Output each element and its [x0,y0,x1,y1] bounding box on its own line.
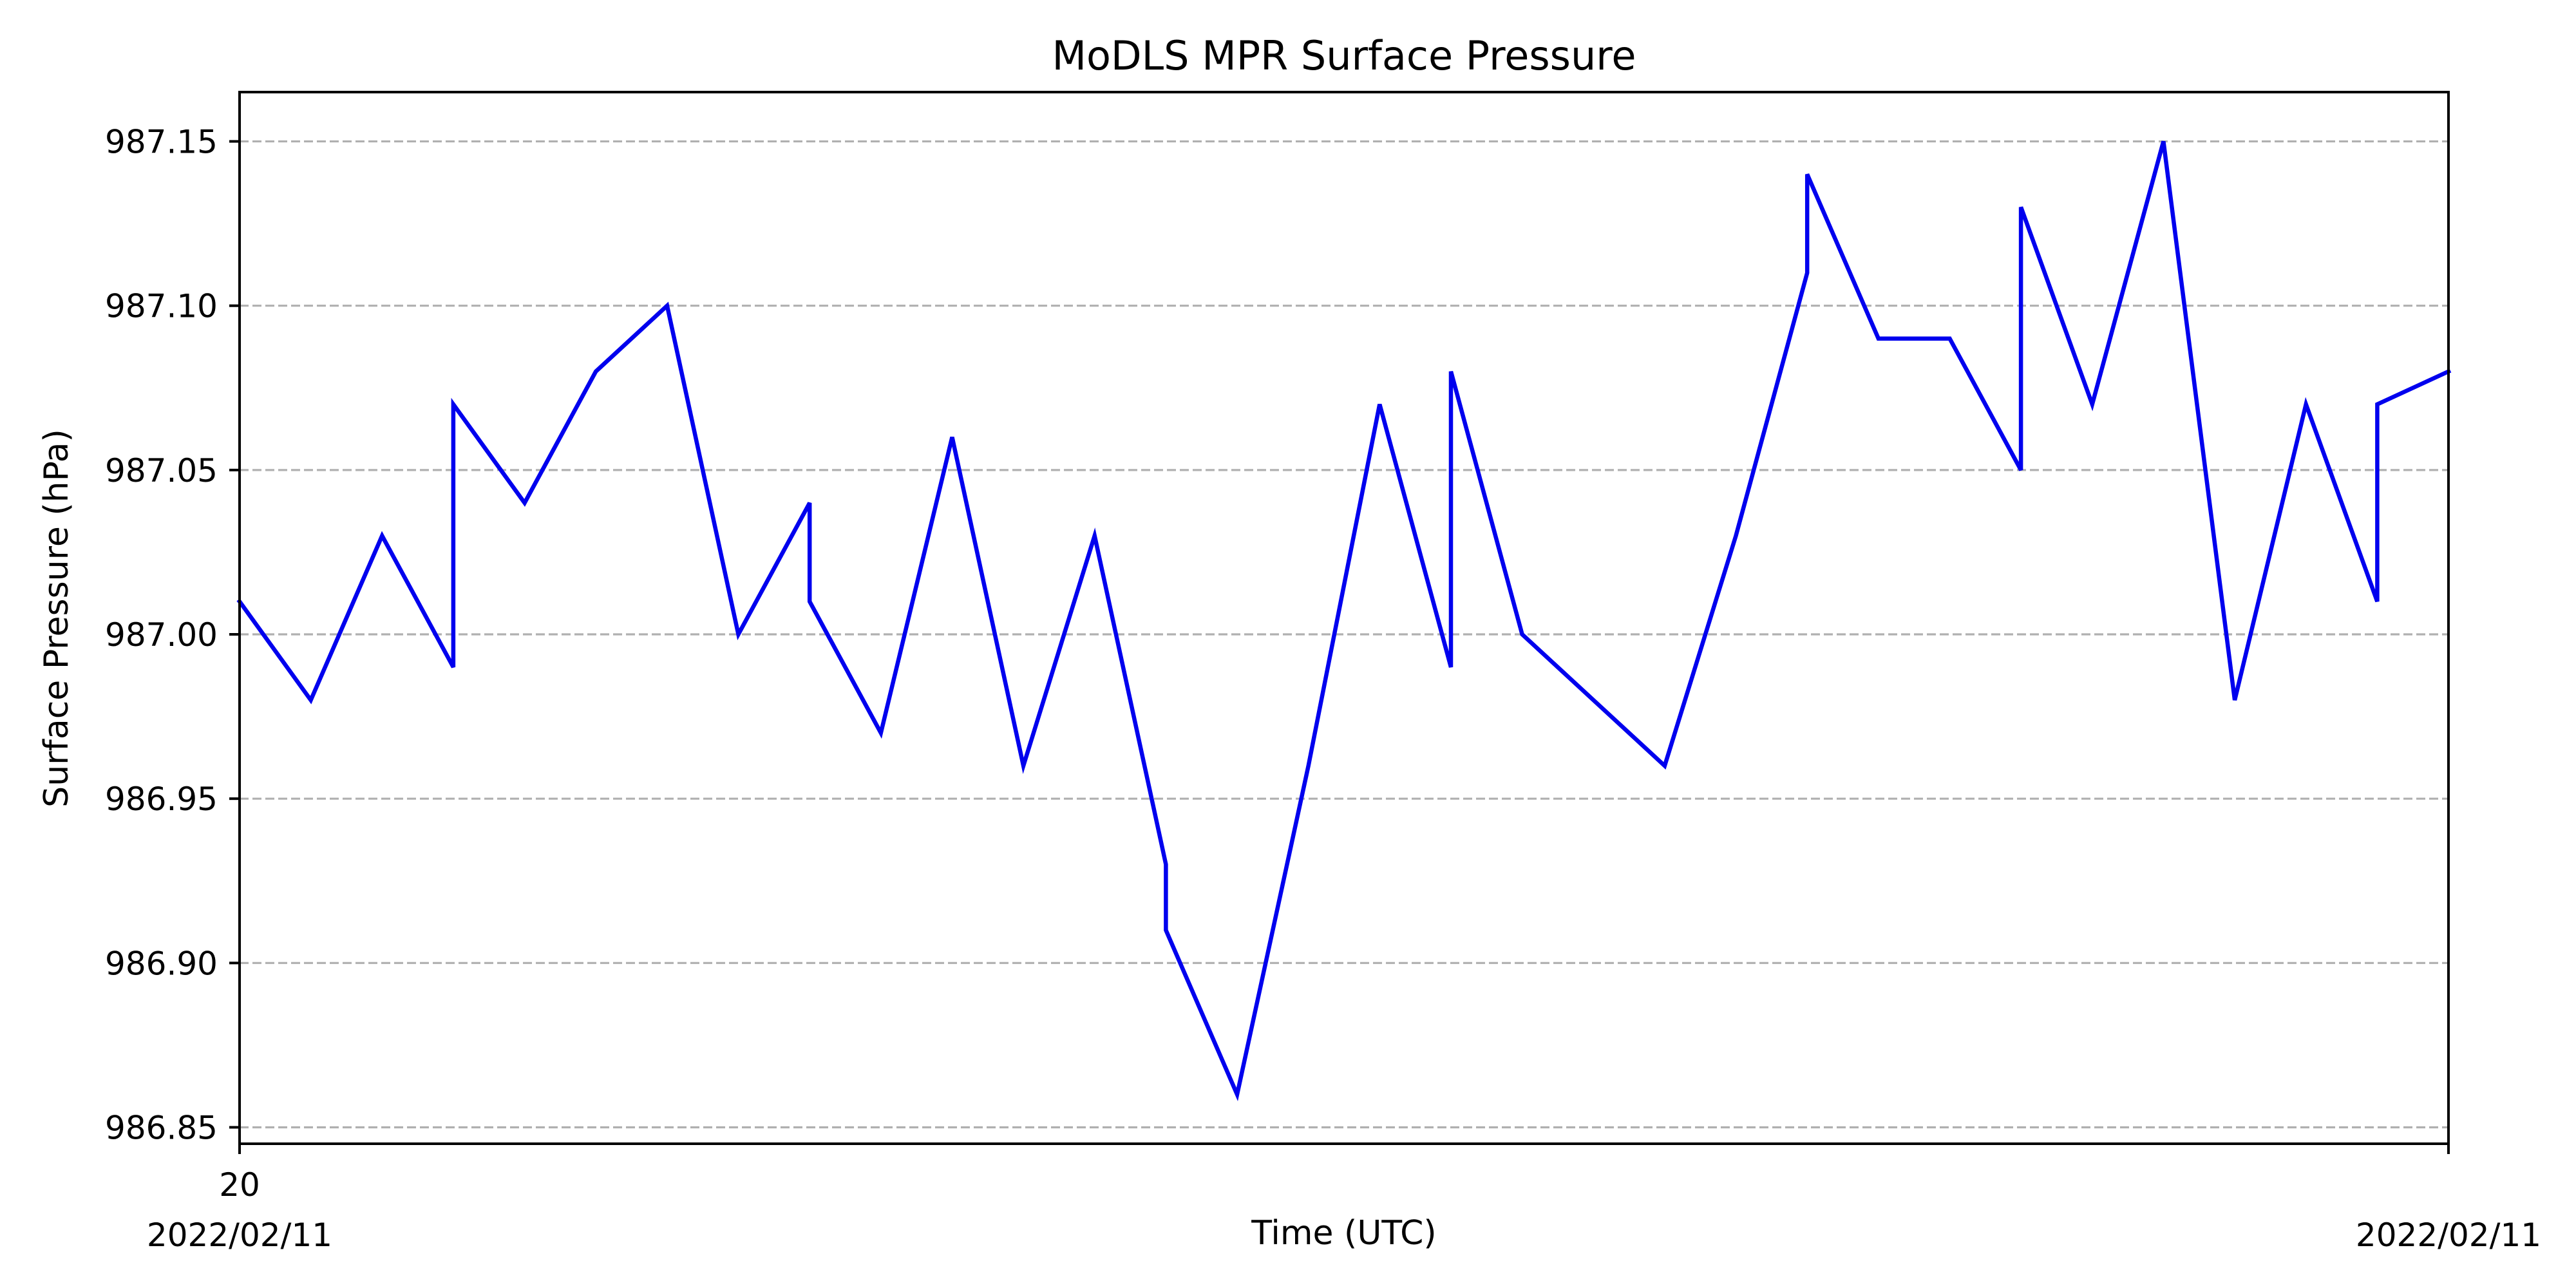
x-axis-label: Time (UTC) [1251,1214,1436,1253]
plot-frame [238,91,2450,1145]
y-tick-label: 986.90 [105,945,218,982]
y-tick-label: 986.95 [105,781,218,818]
series-line-surface-pressure [236,140,2452,1102]
chart-title: MoDLS MPR Surface Pressure [1052,32,1636,79]
grid-lines [240,140,2448,1129]
y-tick-label: 986.85 [105,1109,218,1146]
y-tick-label: 987.05 [105,452,218,489]
y-tick-label: 987.00 [105,616,218,654]
x-tick-label-end-date: 2022/02/11 [2356,1217,2541,1254]
y-axis-ticks: 986.85 986.90 986.95 987.00 987.05 987.10 987.… [105,124,240,1146]
x-tick-label-start-date: 2022/02/11 [147,1217,332,1254]
x-axis-ticks: 20 2022/02/11 2022/02/11 [147,1144,2541,1254]
y-tick-label: 987.10 [105,288,218,325]
y-axis-label: Surface Pressure (hPa) [37,429,76,808]
x-tick-label-start-time: 20 [219,1166,260,1204]
y-tick-label: 987.15 [105,124,218,161]
